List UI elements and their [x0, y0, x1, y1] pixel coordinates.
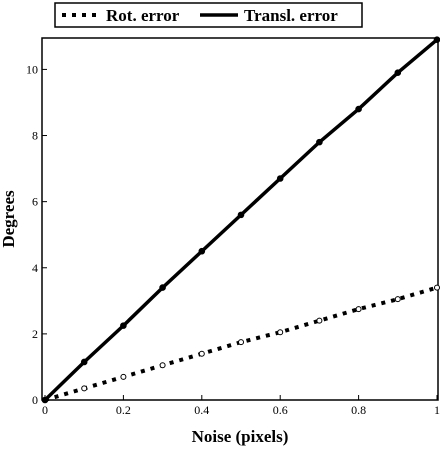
point: [81, 385, 88, 392]
point: [433, 36, 440, 43]
x-tick-label: 0.4: [194, 403, 209, 417]
y-tick-label: 6: [32, 195, 38, 209]
point: [316, 138, 323, 146]
point: [198, 350, 205, 357]
point: [159, 284, 166, 291]
point: [159, 362, 166, 369]
x-tick-label: 1: [434, 403, 440, 417]
y-tick-label: 10: [26, 62, 38, 76]
y-tick-label: 8: [32, 129, 38, 143]
point: [394, 69, 402, 77]
point: [198, 247, 206, 255]
point: [277, 329, 284, 336]
legend-box: [54, 2, 363, 28]
y-axis-label: Degrees: [0, 190, 18, 248]
x-axis-label: Noise (pixels): [192, 427, 289, 446]
series-line: [43, 38, 439, 402]
point: [276, 175, 284, 182]
point: [120, 322, 127, 329]
y-tick-label: 4: [32, 261, 38, 275]
point: [120, 373, 127, 380]
x-tick-label: 0.6: [273, 403, 288, 417]
series-line: [44, 285, 438, 402]
plot-frame: [41, 37, 439, 401]
point: [238, 339, 244, 346]
point: [434, 284, 440, 291]
point: [355, 306, 362, 313]
y-tick-label: 0: [32, 393, 38, 407]
legend-label: Rot. error: [106, 6, 180, 25]
y-tick-label: 2: [32, 327, 38, 341]
point: [80, 358, 88, 366]
x-tick-label: 0.8: [351, 403, 366, 417]
legend-label: Transl. error: [244, 6, 338, 25]
point: [394, 296, 401, 303]
point: [355, 105, 362, 113]
point: [41, 396, 49, 404]
x-tick-label: 0: [42, 403, 48, 417]
point: [316, 317, 323, 324]
point: [237, 211, 245, 219]
x-tick-label: 0.2: [116, 403, 131, 417]
